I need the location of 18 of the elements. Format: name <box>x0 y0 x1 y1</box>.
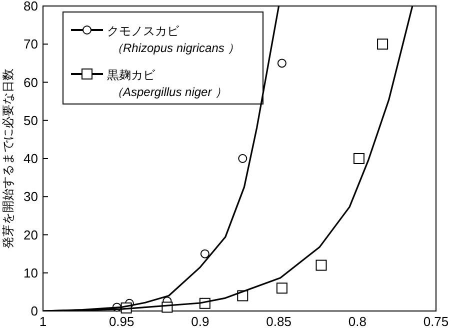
y-tick-label: 20 <box>24 227 38 242</box>
x-tick-label: 0.95 <box>108 314 134 328</box>
y-tick-label: 60 <box>24 74 38 90</box>
x-tick-label: 0.9 <box>191 314 210 328</box>
y-tick-label: 30 <box>24 189 38 204</box>
legend-label: クモノスカビ（Rhizopus nigricans ） <box>107 24 240 55</box>
y-tick-label: 0 <box>30 304 38 318</box>
x-tick-label: 0.85 <box>266 314 292 328</box>
y-axis-title: 発芽を開始するまでに必要な日数 <box>1 68 15 248</box>
legend-label: 黒麹カビ（Aspergillus niger ） <box>107 68 228 99</box>
y-tick-label: 10 <box>24 265 38 280</box>
x-tick-label: 0.8 <box>348 314 366 328</box>
x-tick-label: 1 <box>39 314 47 328</box>
x-tick-label: 0.75 <box>423 314 449 328</box>
y-tick-label: 50 <box>24 112 38 128</box>
y-tick-label: 80 <box>24 0 38 14</box>
y-tick-label: 40 <box>24 151 38 166</box>
y-tick-label: 70 <box>24 36 38 52</box>
